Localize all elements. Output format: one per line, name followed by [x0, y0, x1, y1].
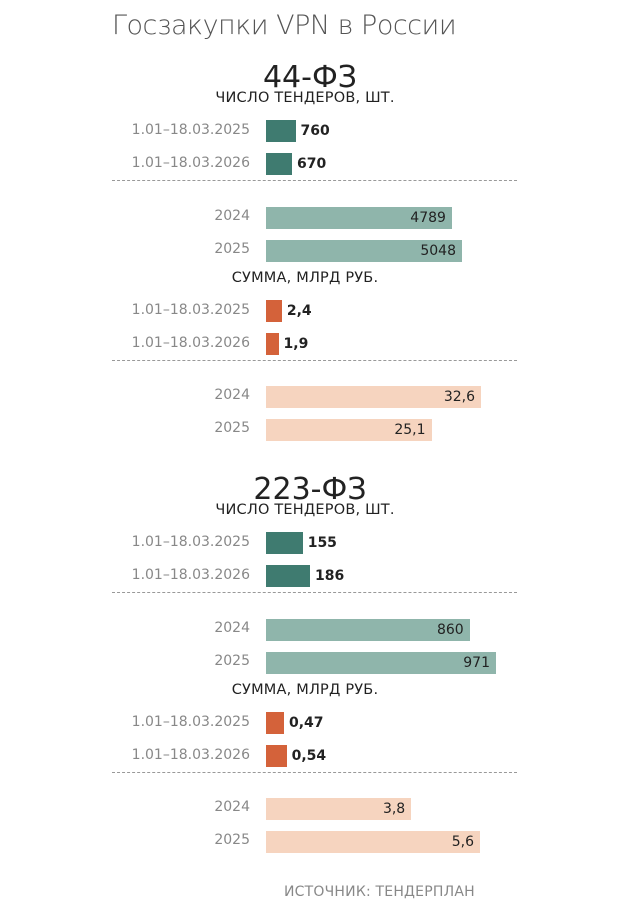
- bar-year: [266, 652, 496, 674]
- source-note: ИСТОЧНИК: ТЕНДЕРПЛАН: [284, 884, 475, 900]
- divider-line: [112, 592, 517, 593]
- bar-recent: [266, 300, 282, 322]
- year-label: 2024: [214, 620, 250, 636]
- bar-value-label: 971: [463, 655, 490, 671]
- year-label: 2024: [214, 387, 250, 403]
- law-title: 223-ФЗ: [253, 472, 367, 507]
- bar-year: [266, 207, 452, 229]
- bar-year: [266, 619, 470, 641]
- bar-recent: [266, 120, 296, 142]
- panel-subtitle: СУММА, МЛРД РУБ.: [231, 682, 379, 698]
- bar-recent: [266, 712, 284, 734]
- law-title: 44-ФЗ: [262, 60, 358, 95]
- bar-year: [266, 240, 462, 262]
- bar-recent: [266, 153, 292, 175]
- divider-line: [112, 772, 517, 773]
- period-label: 1.01–18.03.2026: [131, 747, 250, 763]
- period-label: 1.01–18.03.2026: [131, 335, 250, 351]
- bar-year: [266, 798, 412, 820]
- bar-recent: [266, 532, 303, 554]
- panel-subtitle: СУММА, МЛРД РУБ.: [231, 270, 379, 286]
- period-label: 1.01–18.03.2025: [131, 302, 250, 318]
- panel-subtitle: ЧИСЛО ТЕНДЕРОВ, ШТ.: [215, 502, 395, 518]
- divider-line: [112, 180, 517, 181]
- year-label: 2024: [214, 208, 250, 224]
- bar-value-label: 4789: [410, 210, 446, 226]
- bar-value-label: 3,8: [382, 801, 406, 817]
- bar-value-label: 860: [436, 622, 464, 638]
- bar-value-label: 760: [300, 123, 330, 139]
- bar-value-label: 670: [297, 156, 327, 172]
- bar-value-label: 5,6: [451, 834, 474, 850]
- bar-recent: [266, 333, 279, 355]
- year-label: 2025: [214, 420, 250, 436]
- year-label: 2025: [214, 241, 250, 257]
- bar-value-label: 186: [315, 568, 345, 584]
- bar-recent: [266, 745, 287, 767]
- bar-value-label: 32,6: [443, 389, 475, 405]
- divider-line: [112, 360, 517, 361]
- bar-year: [266, 419, 432, 441]
- bar-recent: [266, 565, 311, 587]
- bar-value-label: 155: [307, 535, 337, 551]
- bar-value-label: 1,9: [283, 336, 309, 352]
- period-label: 1.01–18.03.2025: [131, 534, 250, 550]
- year-label: 2025: [214, 832, 250, 848]
- bar-value-label: 0,54: [291, 748, 327, 764]
- period-label: 1.01–18.03.2026: [131, 567, 250, 583]
- year-label: 2024: [214, 799, 250, 815]
- panel-subtitle: ЧИСЛО ТЕНДЕРОВ, ШТ.: [215, 90, 395, 106]
- bar-value-label: 0,47: [288, 715, 324, 731]
- bar-year: [266, 386, 481, 408]
- bar-year: [266, 831, 480, 853]
- period-label: 1.01–18.03.2025: [131, 122, 250, 138]
- period-label: 1.01–18.03.2026: [131, 155, 250, 171]
- period-label: 1.01–18.03.2025: [131, 714, 250, 730]
- bar-value-label: 5048: [420, 243, 456, 259]
- chart-title: Госзакупки VPN в России: [112, 10, 457, 41]
- bar-value-label: 2,4: [286, 303, 312, 319]
- bar-value-label: 25,1: [394, 422, 426, 438]
- year-label: 2025: [214, 653, 250, 669]
